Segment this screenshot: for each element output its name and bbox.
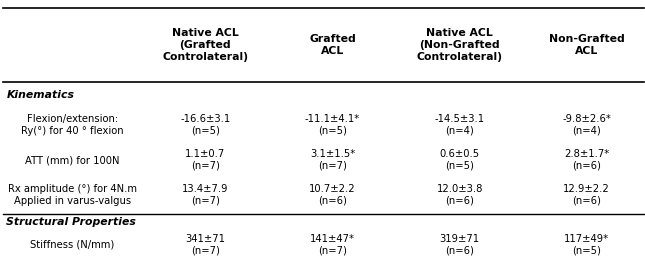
Text: ATT (mm) for 100N: ATT (mm) for 100N bbox=[25, 155, 120, 165]
Text: Non-Grafted
ACL: Non-Grafted ACL bbox=[549, 34, 624, 56]
Text: 117±49*
(n=5): 117±49* (n=5) bbox=[564, 234, 609, 256]
Text: 141±47*
(n=7): 141±47* (n=7) bbox=[310, 234, 355, 256]
Text: 12.0±3.8
(n=6): 12.0±3.8 (n=6) bbox=[437, 184, 482, 206]
Text: -11.1±4.1*
(n=5): -11.1±4.1* (n=5) bbox=[305, 114, 360, 136]
Text: 319±71
(n=6): 319±71 (n=6) bbox=[439, 234, 480, 256]
Text: Native ACL
(Grafted
Controlateral): Native ACL (Grafted Controlateral) bbox=[163, 29, 248, 62]
Text: 3.1±1.5*
(n=7): 3.1±1.5* (n=7) bbox=[310, 149, 355, 171]
Text: 341±71
(n=7): 341±71 (n=7) bbox=[185, 234, 226, 256]
Text: 12.9±2.2
(n=6): 12.9±2.2 (n=6) bbox=[563, 184, 610, 206]
Text: 10.7±2.2
(n=6): 10.7±2.2 (n=6) bbox=[309, 184, 356, 206]
Text: 0.6±0.5
(n=5): 0.6±0.5 (n=5) bbox=[439, 149, 480, 171]
Text: Native ACL
(Non-Grafted
Controlateral): Native ACL (Non-Grafted Controlateral) bbox=[417, 29, 502, 62]
Text: -9.8±2.6*
(n=4): -9.8±2.6* (n=4) bbox=[562, 114, 611, 136]
Text: -16.6±3.1
(n=5): -16.6±3.1 (n=5) bbox=[181, 114, 230, 136]
Text: Stiffness (N/mm): Stiffness (N/mm) bbox=[30, 240, 115, 250]
Text: Rx amplitude (°) for 4N.m
Applied in varus-valgus: Rx amplitude (°) for 4N.m Applied in var… bbox=[8, 184, 137, 206]
Text: 1.1±0.7
(n=7): 1.1±0.7 (n=7) bbox=[185, 149, 226, 171]
Text: 13.4±7.9
(n=7): 13.4±7.9 (n=7) bbox=[182, 184, 229, 206]
Text: Flexion/extension:
Ry(°) for 40 ° flexion: Flexion/extension: Ry(°) for 40 ° flexio… bbox=[21, 114, 124, 136]
Text: Grafted
ACL: Grafted ACL bbox=[309, 34, 356, 56]
Text: 2.8±1.7*
(n=6): 2.8±1.7* (n=6) bbox=[564, 149, 610, 171]
Text: Kinematics: Kinematics bbox=[6, 90, 74, 101]
Text: Structural Properties: Structural Properties bbox=[6, 217, 136, 227]
Text: -14.5±3.1
(n=4): -14.5±3.1 (n=4) bbox=[435, 114, 484, 136]
